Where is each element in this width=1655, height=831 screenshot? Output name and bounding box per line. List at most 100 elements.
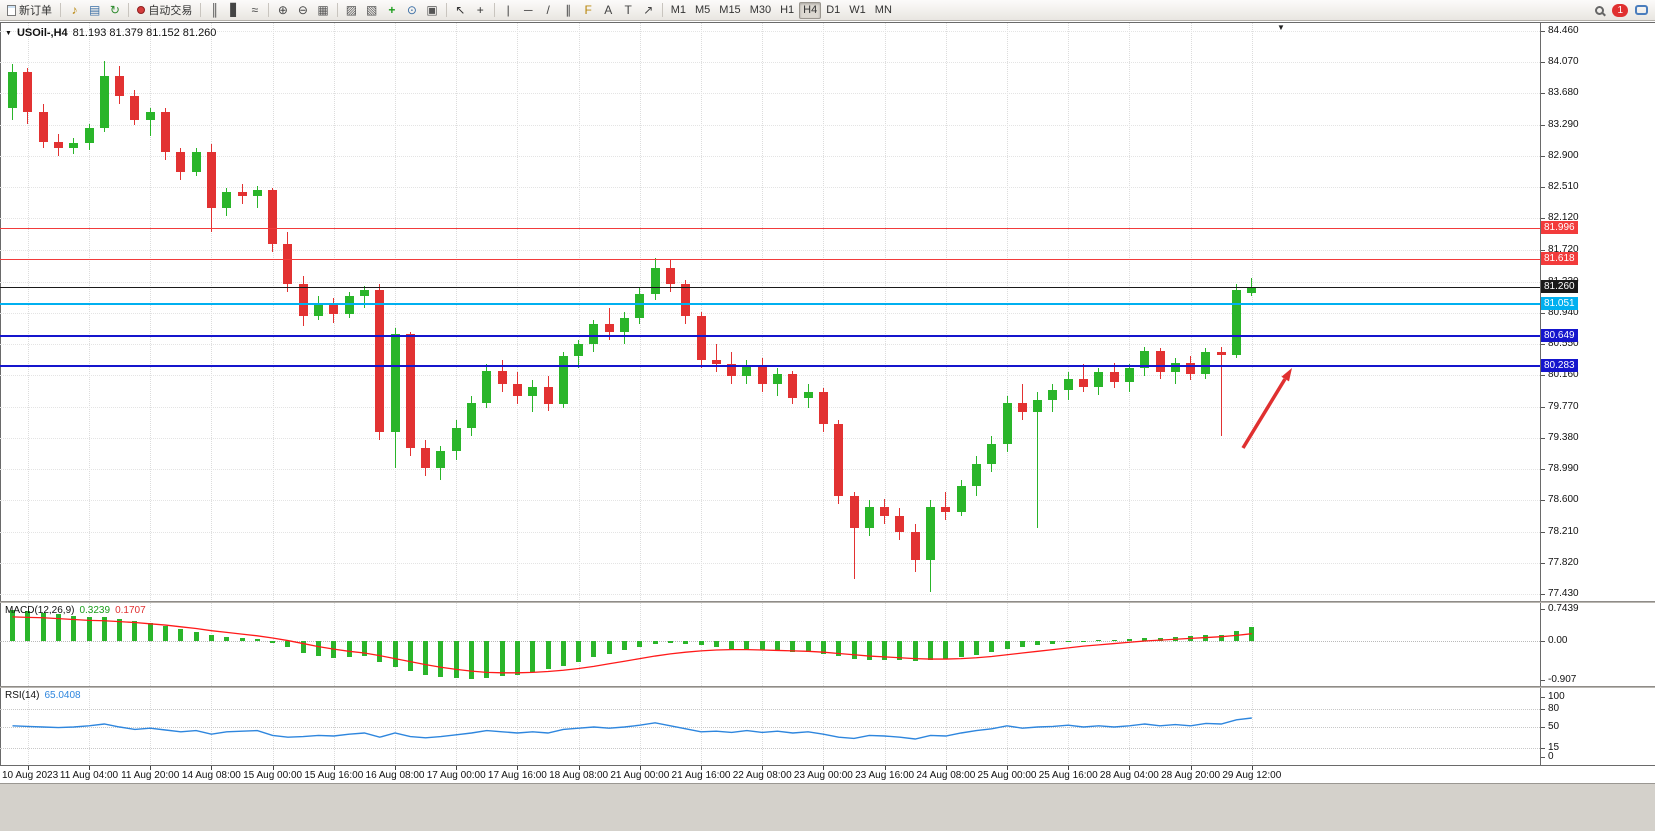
tile-windows-button[interactable]: ▨ [342,2,361,19]
new-order-button[interactable]: 新订单 [3,2,56,19]
grid-hline [0,406,1540,408]
time-tick [578,766,580,770]
chart-symbol: USOil-,H4 [16,27,68,39]
macd-bar [331,640,337,659]
grid-vline [639,23,641,764]
macd-bar [973,640,979,655]
candle-body [528,386,538,397]
axis-tick [1541,748,1545,749]
template-button[interactable]: ▣ [422,2,441,19]
crosshair-icon: + [476,3,484,17]
chat-button[interactable] [1631,2,1652,19]
refresh-button[interactable]: ↻ [105,2,124,19]
grid-vline [272,23,274,764]
candle-body [421,448,431,469]
rsi-name: RSI(14) [5,690,40,701]
crosshair-button[interactable]: + [471,2,490,19]
candle-wick [256,186,258,208]
timeframe-m15[interactable]: M15 [719,4,741,16]
axis-tick [1541,312,1545,314]
time-tick [1068,766,1070,770]
timeframe-d1[interactable]: D1 [826,4,841,16]
candle-body [635,293,645,318]
zoom-in-button[interactable]: ⊕ [273,2,292,19]
period-button[interactable]: ⊙ [402,2,421,19]
grid-vline [333,23,335,764]
timeframe-h4[interactable]: H4 [799,1,822,19]
sound-button[interactable]: ♪ [65,2,84,19]
vertical-line-button[interactable]: | [499,2,518,19]
time-label: 23 Aug 00:00 [793,770,853,781]
pane-splitter-macd[interactable] [0,601,1655,603]
auto-trading-button[interactable]: 自动交易 [133,2,196,19]
speaker-icon: ♪ [71,3,78,17]
channel-button[interactable]: ∥ [559,2,578,19]
candle-body [574,344,584,357]
macd-bar [1004,640,1010,649]
timeframe-w1[interactable]: W1 [849,4,866,16]
trendline-button[interactable]: / [539,2,558,19]
label-tool-button[interactable]: T [619,2,638,19]
rsi-tick-label: 80 [1548,703,1560,714]
trendline-icon: / [546,3,550,17]
arrows-tool-button[interactable]: ↗ [639,2,658,19]
fibonacci-button[interactable]: F [579,2,598,19]
macd-bar [545,640,551,670]
macd-main-value: 0.3239 [79,605,111,616]
candle-wick [853,492,855,579]
candle-wick [945,492,947,521]
macd-bar [866,640,872,661]
price-axis[interactable] [1541,22,1655,766]
horizontal-line-button[interactable]: ─ [519,2,538,19]
candle-body [1124,368,1134,382]
macd-bar [729,640,735,649]
macd-bar [499,640,505,677]
notification-badge[interactable]: 1 [1612,3,1628,17]
candle-chart-button[interactable]: ▋ [225,2,244,19]
candle-wick [1251,277,1253,296]
macd-bar [147,622,153,641]
price-tick-label: 78.210 [1548,525,1579,537]
time-tick [333,766,335,770]
text-tool-button[interactable]: A [599,2,618,19]
time-axis[interactable] [0,766,1655,783]
rsi-level-line [0,727,1540,728]
cascade-windows-button[interactable]: ▧ [362,2,381,19]
bar-chart-button[interactable]: ║ [205,2,224,19]
level-line [0,258,1540,260]
time-label: 15 Aug 00:00 [243,770,303,781]
indicators-button[interactable]: + [382,2,401,19]
time-tick [823,766,825,770]
collapse-icon[interactable]: ▼ [5,29,12,37]
axis-tick [1541,531,1545,533]
level-line [0,335,1540,338]
axis-tick [1541,500,1545,502]
candle-wick [149,107,151,136]
grid-hline [0,594,1540,595]
timeframe-mn[interactable]: MN [874,4,892,16]
cursor-button[interactable]: ↖ [451,2,470,19]
layout-button[interactable]: ▤ [85,2,104,19]
refresh-icon: ↻ [109,3,120,17]
zoom-out-button[interactable]: ⊖ [293,2,312,19]
grid-vline [456,23,458,764]
timeframe-m1[interactable]: M1 [670,4,686,16]
candle-body [1002,402,1012,445]
line-chart-button[interactable]: ≈ [245,2,264,19]
candle-body [1186,362,1196,374]
macd-name: MACD(12,26,9) [5,605,75,616]
rsi-level-line [0,748,1540,749]
grid-button[interactable]: ▦ [313,2,332,19]
candle-body [620,317,629,333]
search-button[interactable] [1590,2,1609,19]
timeframe-m30[interactable]: M30 [749,4,772,16]
timeframe-m5[interactable]: M5 [695,4,711,16]
timeframe-h1[interactable]: H1 [780,4,795,16]
candle-wick [1037,392,1039,529]
pane-splitter-rsi[interactable] [0,686,1655,688]
candle-body [1216,352,1226,355]
candle-body [895,516,905,533]
price-chart-canvas[interactable] [0,22,1541,766]
bar-chart-icon: ║ [210,3,220,17]
